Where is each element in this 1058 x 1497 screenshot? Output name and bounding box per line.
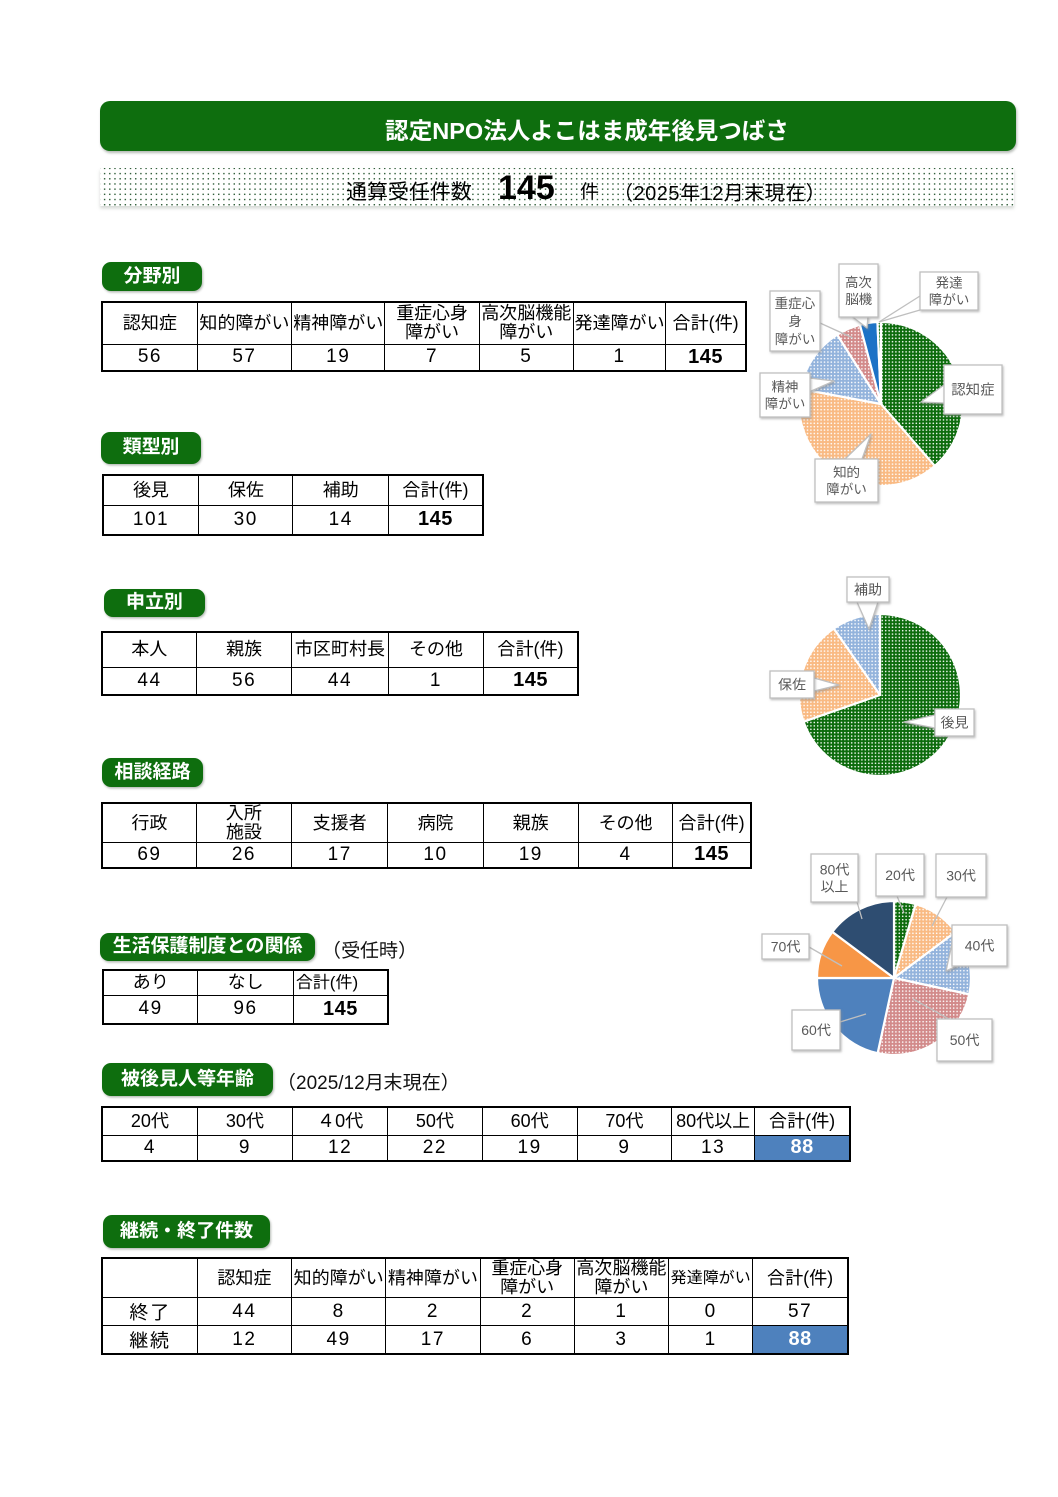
svg-text:障がい: 障がい <box>775 332 816 347</box>
svg-text:障がい: 障がい <box>826 482 867 497</box>
svg-text:以上: 以上 <box>821 879 849 895</box>
svg-text:知的: 知的 <box>833 465 860 480</box>
svg-text:40代: 40代 <box>965 938 995 954</box>
svg-text:補助: 補助 <box>854 582 882 598</box>
svg-text:70代: 70代 <box>771 939 801 955</box>
svg-text:60代: 60代 <box>801 1022 831 1038</box>
svg-text:50代: 50代 <box>950 1032 980 1048</box>
svg-text:身: 身 <box>788 314 802 329</box>
svg-text:発達: 発達 <box>935 275 963 290</box>
svg-text:80代: 80代 <box>820 862 850 878</box>
svg-text:高次: 高次 <box>845 275 873 290</box>
svg-text:精神: 精神 <box>772 379 800 394</box>
svg-text:障がい: 障がい <box>765 396 806 411</box>
svg-text:認知症: 認知症 <box>951 382 995 399</box>
svg-text:保佐: 保佐 <box>777 677 806 693</box>
svg-text:脳機: 脳機 <box>845 292 872 307</box>
svg-text:後見: 後見 <box>940 715 970 731</box>
svg-text:障がい: 障がい <box>929 292 970 307</box>
svg-text:30代: 30代 <box>946 868 976 884</box>
svg-text:重症心: 重症心 <box>775 296 816 311</box>
svg-text:20代: 20代 <box>885 867 915 883</box>
